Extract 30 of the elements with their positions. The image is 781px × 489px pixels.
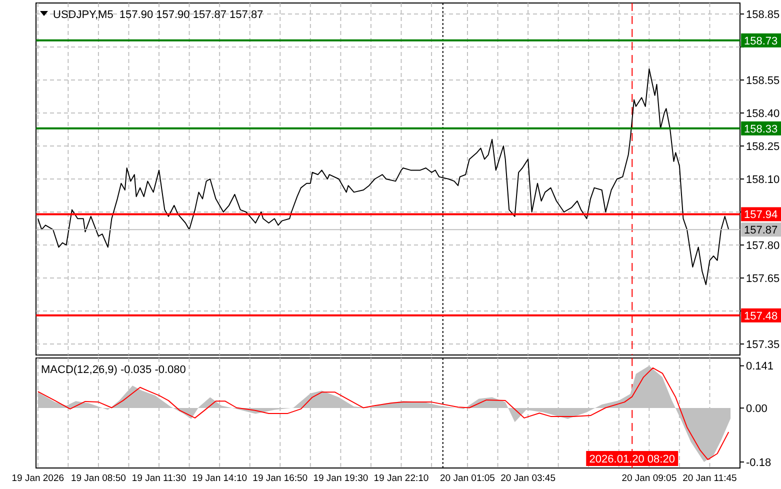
y-tick-label: 157.80 [746,240,780,252]
text: USDJPY,M5 157.90 157.90 157.87 157.87 [53,8,264,21]
y-tick-label: 158.85 [746,8,780,21]
y-tick-label: 158.55 [746,74,780,87]
y-tick-label: 158.40 [746,108,780,120]
x-tick-label: 20 Jan 03:45 [500,473,556,484]
x-tick-label: 19 Jan 11:30 [132,473,186,484]
ref-line-label: 157.48 [744,310,778,322]
x-tick-label: 19 Jan 16:50 [252,473,308,484]
y-tick-label: 0.141 [746,360,774,373]
y-tick-label: 158.25 [746,140,780,153]
ref-line-label: 158.33 [744,123,778,136]
y-tick-label: 157.65 [746,272,780,285]
ref-line-label: 157.87 [744,224,778,236]
x-tick-label: 19 Jan 22:10 [374,473,429,484]
x-tick-label: 19 Jan 08:50 [70,473,126,484]
ref-line-label: 157.94 [744,209,778,222]
x-tick-label: 20 Jan 09:05 [622,473,677,484]
y-tick-label: 158.10 [746,174,780,186]
x-tick-label: 20 Jan 01:05 [440,473,495,484]
ref-line-label: 2026.01.20 08:20 [589,453,675,466]
x-tick-label: 19 Jan 14:10 [192,473,248,484]
text: MACD(12,26,9) -0.035 -0.080 [41,364,186,376]
x-tick-label: 19 Jan 19:30 [313,473,368,484]
x-tick-label: 20 Jan 11:45 [682,473,737,484]
ref-line-label: 158.73 [744,35,778,48]
x-tick-label: 19 Jan 2026 [12,473,64,484]
y-tick-label: 157.35 [746,338,780,351]
y-tick-label: -0.18 [746,456,772,469]
y-tick-label: 0.00 [746,402,768,415]
